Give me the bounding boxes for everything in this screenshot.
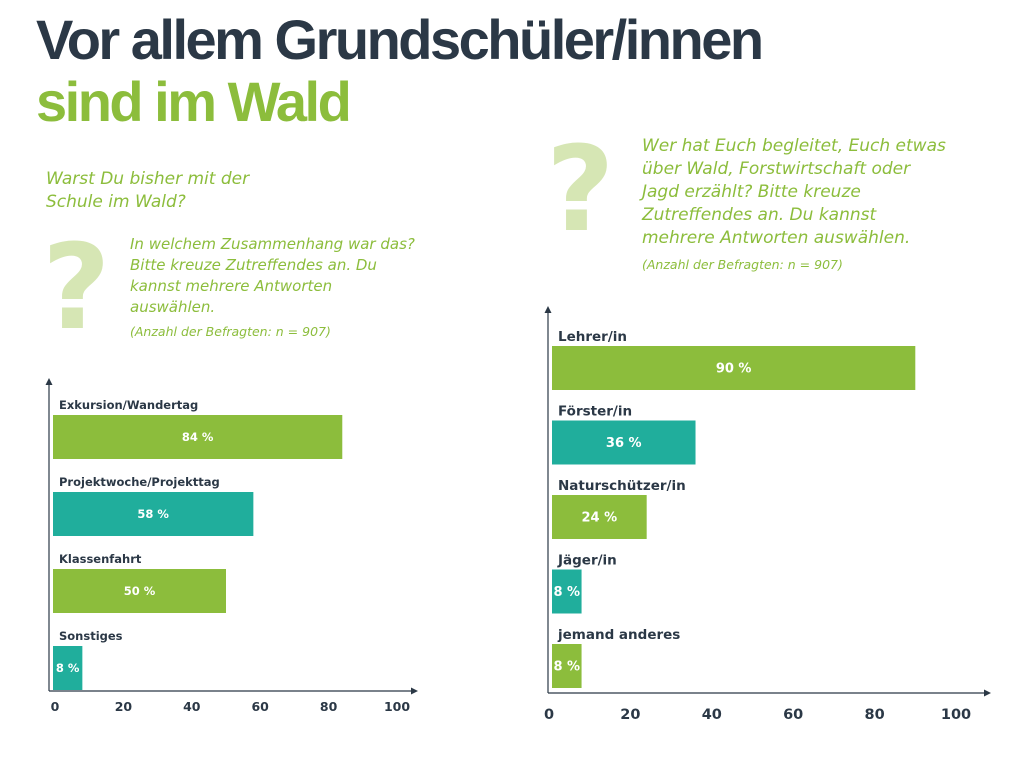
bar-value-label: 8 % [553,585,580,600]
bar [552,495,647,539]
bar [552,420,696,465]
bar-value-label: 58 % [137,507,169,521]
category-label: Förster/in [558,404,632,420]
right-question-companions: Wer hat Euch begleitet, Euch etwas über … [642,136,946,248]
x-tick-label: 40 [183,699,201,714]
category-label: Klassenfahrt [59,552,142,566]
bar-value-label: 90 % [716,362,752,377]
bar [552,569,582,614]
x-axis-arrow-icon [411,687,418,695]
question-mark-icon: ? [546,120,615,258]
bar-value-label: 50 % [124,584,156,598]
category-label: Projektwoche/Projekttag [59,475,220,489]
y-axis-arrow-icon [544,306,552,313]
right-sample-note: (Anzahl der Befragten: n = 907) [642,257,843,272]
y-axis-arrow-icon [45,378,53,385]
page-title-line-1: Vor allem Grundschüler/innen [36,8,764,71]
category-label: Naturschützer/in [558,478,686,494]
x-tick-label: 100 [941,707,971,723]
bar [53,415,343,459]
bar-value-label: 24 % [582,511,618,526]
category-label: Sonstiges [59,629,123,643]
bar [53,569,226,613]
bar [552,346,916,390]
x-tick-label: 20 [115,699,133,714]
left-sample-note: (Anzahl der Befragten: n = 907) [130,324,331,339]
x-tick-label: 80 [865,707,885,723]
category-label: Lehrer/in [558,329,627,345]
bar-value-label: 8 % [553,660,580,675]
category-label: Exkursion/Wandertag [59,398,198,412]
bar [53,646,83,690]
category-label: jemand anderes [557,627,680,643]
x-axis-arrow-icon [984,689,991,697]
bar-value-label: 84 % [182,430,214,444]
x-tick-label: 80 [320,699,338,714]
left-question-context: In welchem Zusammenhang war das? Bitte k… [130,235,415,316]
x-tick-label: 0 [51,699,60,714]
question-mark-icon: ? [42,218,111,356]
category-label: Jäger/in [557,553,617,569]
x-tick-label: 0 [544,707,554,723]
x-tick-label: 20 [620,707,640,723]
left-question-school-forest: Warst Du bisher mit der Schule im Wald? [46,169,250,212]
bar [552,644,582,688]
page-title-line-2: sind im Wald [36,70,352,133]
x-tick-label: 60 [783,707,803,723]
x-tick-label: 40 [702,707,722,723]
bar-value-label: 36 % [606,436,642,451]
x-tick-label: 100 [384,699,410,714]
bar-value-label: 8 % [56,661,80,675]
x-tick-label: 60 [251,699,269,714]
bar [53,492,254,536]
